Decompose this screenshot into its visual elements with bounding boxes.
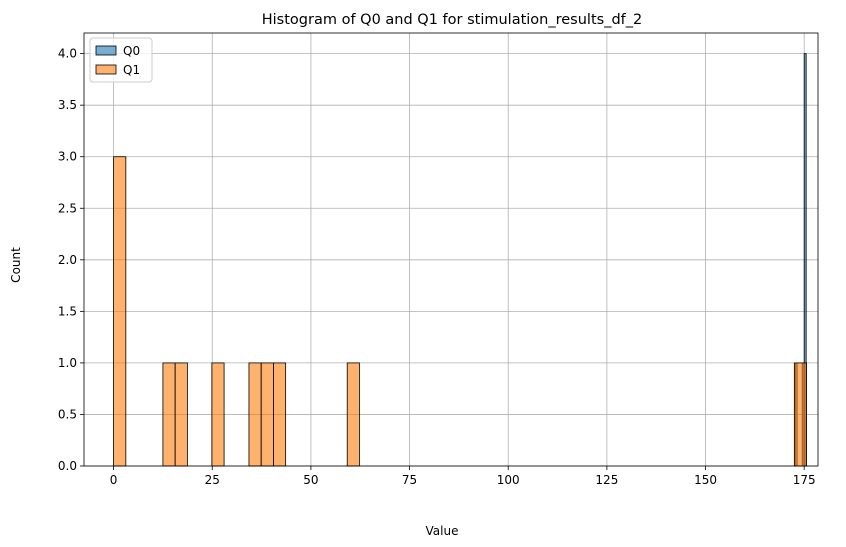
x-tick-label: 0 xyxy=(110,473,118,487)
bar-q1 xyxy=(248,362,262,467)
chart-title: Histogram of Q0 and Q1 for stimulation_r… xyxy=(262,12,642,28)
x-tick-label: 75 xyxy=(402,473,417,487)
legend-swatch-q1 xyxy=(95,64,117,75)
bar-q1 xyxy=(260,362,274,467)
bar-q1 xyxy=(346,362,360,467)
x-axis-title: Value xyxy=(426,524,459,538)
histogram-bars xyxy=(113,53,807,467)
y-tick-label: 0.5 xyxy=(58,407,77,421)
bar-q1 xyxy=(211,362,225,467)
legend-item-q0: Q0 xyxy=(95,44,140,58)
bar-q1 xyxy=(273,362,287,467)
x-tick-label: 150 xyxy=(694,473,717,487)
y-tick-label: 3.0 xyxy=(58,150,77,164)
y-axis-title: Count xyxy=(9,247,23,283)
axis-ticks: 0 25 50 75 100 125 150 175 0.0 0.5 1.0 1.5 2.0 2.5 3.0… xyxy=(58,47,816,487)
legend-item-q1: Q1 xyxy=(95,63,140,77)
x-tick-label: 175 xyxy=(793,473,816,487)
y-tick-label: 4.0 xyxy=(58,47,77,61)
legend-box xyxy=(89,37,153,83)
y-tick-label: 0.0 xyxy=(58,459,77,473)
y-tick-label: 2.5 xyxy=(58,201,77,215)
y-tick-label: 2.0 xyxy=(58,253,77,267)
x-tick-label: 125 xyxy=(595,473,618,487)
y-tick-label: 1.5 xyxy=(58,304,77,318)
legend-label-q0: Q0 xyxy=(123,44,140,58)
plot-frame xyxy=(83,32,819,467)
legend-swatch-q0 xyxy=(95,45,117,56)
x-tick-label: 100 xyxy=(497,473,520,487)
legend: Q0 Q1 xyxy=(89,37,153,83)
bar-q1 xyxy=(174,362,188,467)
grid-lines xyxy=(84,33,818,467)
x-tick-label: 25 xyxy=(205,473,220,487)
bar-q1 xyxy=(793,362,807,467)
bar-q1 xyxy=(113,156,127,467)
bar-q1 xyxy=(162,362,176,467)
legend-label-q1: Q1 xyxy=(123,63,140,77)
x-tick-label: 50 xyxy=(303,473,318,487)
y-tick-label: 3.5 xyxy=(58,98,77,112)
y-tick-label: 1.0 xyxy=(58,356,77,370)
